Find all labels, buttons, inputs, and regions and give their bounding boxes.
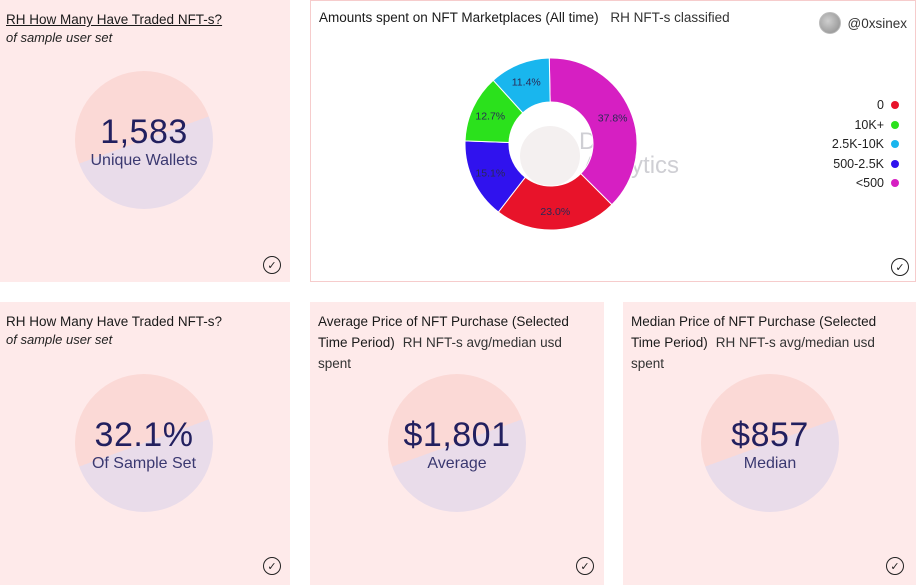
card-subtitle: RH NFT-s avg/median usd spent: [318, 335, 562, 371]
card-title-line1[interactable]: Average Price of NFT Purchase (Selected: [318, 314, 569, 329]
card-title-line1[interactable]: Median Price of NFT Purchase (Selected: [631, 314, 877, 329]
card-title[interactable]: RH How Many Have Traded NFT-s?: [6, 12, 223, 27]
legend-label: 0: [877, 98, 884, 112]
card-sample-set: RH How Many Have Traded NFT-s? of sample…: [0, 302, 290, 585]
legend-label: <500: [855, 176, 884, 190]
counter-value: 1,583: [100, 113, 188, 151]
author-badge[interactable]: @0xsinex: [818, 12, 907, 34]
card-unique-wallets: RH How Many Have Traded NFT-s? of sample…: [0, 0, 290, 282]
legend-item[interactable]: <500: [856, 176, 899, 190]
counter-label: Median: [743, 455, 797, 472]
donut-slice-500-2-5k[interactable]: [497, 172, 613, 231]
slice-label: 15.1%: [475, 167, 505, 179]
check-icon[interactable]: ✓: [576, 557, 594, 575]
card-subtitle: RH NFT-s avg/median usd spent: [631, 335, 875, 371]
card-donut-chart: Amounts spent on NFT Marketplaces (All t…: [310, 0, 916, 282]
legend-label: 2.5K-10K: [831, 137, 884, 151]
counter-disc: 32.1% Of Sample Set: [75, 374, 213, 512]
legend-label: 500-2.5K: [833, 156, 884, 171]
card-title-line2[interactable]: Time Period): [318, 335, 395, 350]
card-title[interactable]: RH How Many Have Traded NFT-s?: [6, 314, 223, 329]
slice-label: 37.8%: [598, 113, 628, 125]
counter-value: $1,801: [403, 416, 511, 454]
card-title-line2[interactable]: Time Period): [631, 335, 708, 350]
card-subtitle: of sample user set: [6, 332, 113, 347]
card-median-price: Median Price of NFT Purchase (Selected T…: [623, 302, 916, 585]
card-subtitle: of sample user set: [6, 30, 113, 45]
counter-label: Of Sample Set: [91, 455, 197, 472]
counter-label: Average: [427, 455, 487, 472]
slice-label: 23.0%: [540, 206, 570, 218]
avatar: [818, 12, 841, 34]
legend-dot: [891, 159, 899, 168]
legend-dot: [891, 140, 899, 148]
counter-value: 32.1%: [94, 416, 194, 454]
donut-slice--500[interactable]: [548, 57, 638, 206]
legend-label: 10K+: [854, 117, 884, 132]
check-icon[interactable]: ✓: [263, 557, 281, 575]
chart-header: Amounts spent on NFT Marketplaces (All t…: [319, 10, 730, 25]
chart-title[interactable]: Amounts spent on NFT Marketplaces (All t…: [319, 10, 599, 25]
chart-subtitle: RH NFT-s classified: [610, 10, 730, 25]
legend-item[interactable]: 500-2.5K: [833, 157, 899, 171]
author-name: @0xsinex: [847, 15, 907, 31]
legend-dot: [891, 101, 899, 109]
check-icon[interactable]: ✓: [263, 256, 281, 274]
check-icon[interactable]: ✓: [891, 258, 909, 276]
counter-disc: 1,583 Unique Wallets: [75, 71, 213, 209]
donut-chart: Dune Analytics 37.8%23.0%15.1%12.7%11.4%: [464, 57, 679, 231]
slice-label: 11.4%: [512, 77, 541, 89]
legend-item[interactable]: 0: [877, 98, 899, 112]
slice-label: 12.7%: [475, 111, 505, 123]
donut-slice-2-5k-10k[interactable]: [492, 57, 551, 114]
legend-dot: [891, 120, 899, 129]
legend-dot: [891, 179, 899, 187]
legend-item[interactable]: 2.5K-10K: [832, 137, 899, 151]
counter-label: Unique Wallets: [90, 152, 198, 169]
counter-disc: $857 Median: [701, 374, 839, 512]
check-icon[interactable]: ✓: [886, 557, 904, 575]
card-average-price: Average Price of NFT Purchase (Selected …: [310, 302, 604, 585]
counter-value: $857: [731, 416, 809, 454]
legend-item[interactable]: 10K+: [854, 118, 899, 132]
counter-disc: $1,801 Average: [388, 374, 526, 512]
